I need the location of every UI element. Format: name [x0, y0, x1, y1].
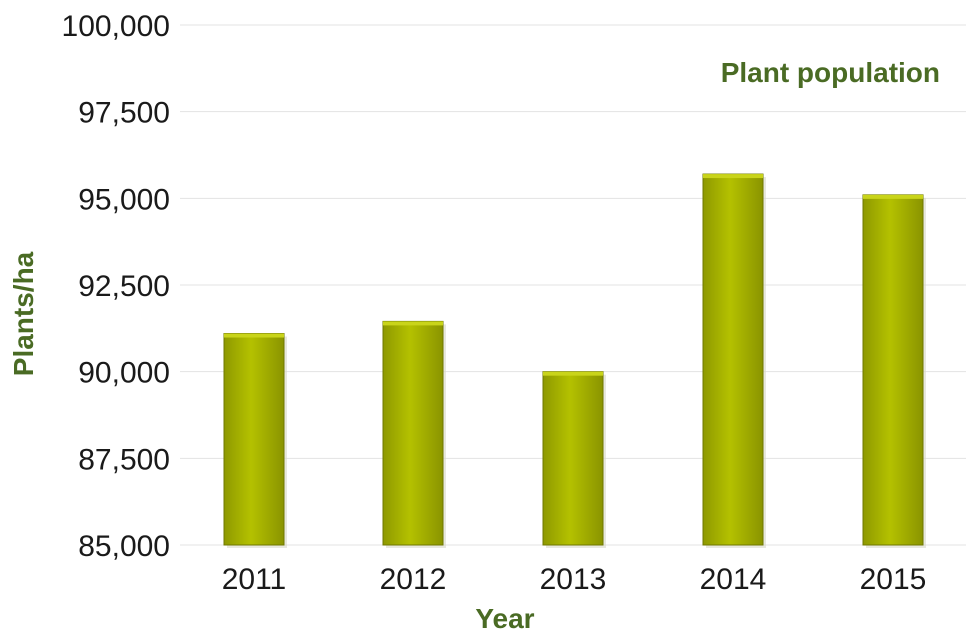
x-tick-label: 2013	[540, 563, 607, 596]
bar	[542, 371, 604, 546]
bar	[382, 320, 444, 546]
bar-2014	[702, 173, 766, 549]
x-tick-label: 2011	[222, 563, 287, 596]
x-tick-label: 2012	[380, 563, 447, 596]
chart-title: Plant population	[721, 57, 940, 88]
bars	[223, 173, 926, 549]
bar-2011	[223, 333, 287, 548]
bar	[223, 333, 285, 546]
bar-cap	[863, 194, 923, 199]
bar-cap	[703, 174, 763, 179]
y-tick-label: 87,500	[78, 443, 170, 476]
y-tick-label: 92,500	[78, 270, 170, 303]
y-tick-label: 97,500	[78, 97, 170, 130]
x-axis-ticks: 2011 2012 2013 2014 2015	[222, 563, 927, 596]
y-tick-label: 85,000	[78, 530, 170, 563]
y-tick-label: 100,000	[62, 10, 170, 43]
bar	[702, 173, 764, 546]
bar-cap	[224, 333, 284, 338]
bar-cap	[543, 371, 603, 376]
bar-cap	[383, 321, 443, 326]
bar-2012	[382, 320, 446, 548]
x-tick-label: 2014	[700, 563, 767, 596]
y-axis-title: Plants/ha	[8, 251, 39, 376]
x-axis-title: Year	[475, 603, 534, 632]
x-tick-label: 2015	[860, 563, 927, 596]
bar	[862, 194, 924, 546]
y-tick-label: 90,000	[78, 357, 170, 390]
y-tick-label: 95,000	[78, 183, 170, 216]
bar-2013	[542, 371, 606, 548]
y-axis-ticks: 85,000 87,500 90,000 92,500 95,000 97,500 100,…	[62, 10, 170, 563]
bar-2015	[862, 194, 926, 548]
